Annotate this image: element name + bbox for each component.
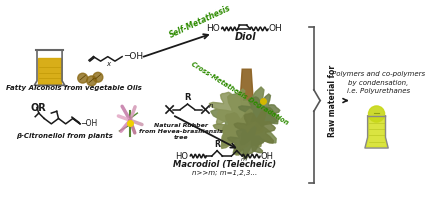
Polygon shape: [234, 110, 275, 151]
Text: Diol: Diol: [235, 32, 256, 42]
Text: m: m: [241, 157, 247, 162]
Circle shape: [93, 72, 103, 82]
Text: n>>m; m=1,2,3...: n>>m; m=1,2,3...: [192, 170, 257, 176]
Polygon shape: [241, 69, 253, 110]
Text: Fatty Alcohols from vegetable Oils: Fatty Alcohols from vegetable Oils: [6, 85, 142, 91]
Polygon shape: [366, 117, 387, 147]
Polygon shape: [211, 87, 279, 156]
Text: x: x: [106, 61, 110, 67]
Text: HO: HO: [206, 24, 220, 33]
Circle shape: [369, 106, 385, 122]
Text: ─OH: ─OH: [124, 52, 143, 61]
Text: R: R: [184, 93, 191, 102]
Circle shape: [78, 73, 88, 83]
Polygon shape: [227, 127, 264, 159]
Text: Macrodiol (Telechelic): Macrodiol (Telechelic): [172, 160, 276, 169]
Text: n: n: [209, 103, 214, 109]
Text: Raw material for: Raw material for: [328, 64, 337, 137]
Text: OR: OR: [30, 103, 46, 113]
Text: HO: HO: [175, 152, 188, 161]
Circle shape: [87, 76, 97, 86]
Polygon shape: [38, 58, 61, 84]
Text: ─OH: ─OH: [81, 119, 97, 128]
Text: OH: OH: [261, 152, 274, 161]
Polygon shape: [209, 89, 255, 130]
Text: β-Citronellol from plants: β-Citronellol from plants: [16, 133, 113, 139]
Text: Cross-Metathesis Degradation: Cross-Metathesis Degradation: [190, 60, 290, 126]
Text: Polymers and co-polymers
by condensation,
i.e. Polyurethanes: Polymers and co-polymers by condensation…: [332, 71, 425, 94]
Text: Natural Rubber
from Hevea-brasiliensis
tree: Natural Rubber from Hevea-brasiliensis t…: [139, 123, 223, 140]
Polygon shape: [213, 109, 264, 155]
Polygon shape: [238, 94, 280, 131]
Text: OH: OH: [268, 24, 282, 33]
Text: Self-Metathesis: Self-Metathesis: [168, 3, 232, 40]
Text: R: R: [214, 140, 220, 149]
